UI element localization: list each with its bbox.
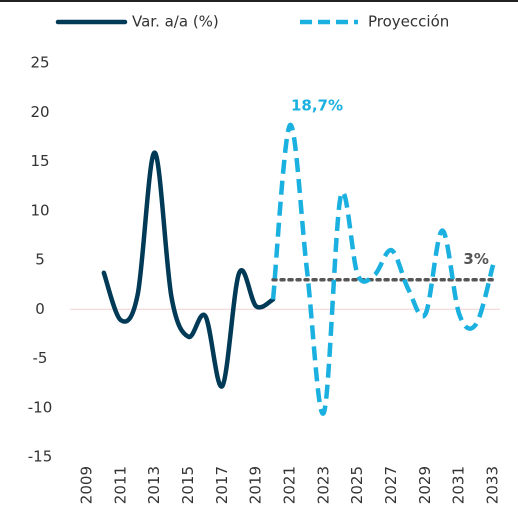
annotation: 18,7% bbox=[291, 97, 343, 115]
x-tick-label: 2015 bbox=[179, 466, 197, 504]
x-tick-label: 2013 bbox=[145, 466, 163, 504]
x-tick-label: 2027 bbox=[382, 466, 400, 504]
x-tick-label: 2031 bbox=[450, 466, 468, 504]
top-border bbox=[0, 0, 518, 2]
y-tick-label: 0 bbox=[35, 300, 45, 318]
x-tick-label: 2033 bbox=[484, 466, 502, 504]
legend-label: Proyección bbox=[368, 13, 449, 31]
series-line bbox=[270, 122, 496, 416]
y-tick-label: -10 bbox=[28, 398, 53, 416]
x-tick-label: 2019 bbox=[247, 466, 265, 504]
annotation: 3% bbox=[463, 250, 488, 268]
y-tick-label: 10 bbox=[30, 201, 49, 219]
series-line bbox=[101, 150, 276, 389]
x-tick-label: 2025 bbox=[348, 466, 366, 504]
x-tick-label: 2021 bbox=[281, 466, 299, 504]
y-tick-label: 5 bbox=[35, 251, 45, 269]
x-tick-label: 2023 bbox=[314, 466, 332, 504]
x-tick-label: 2017 bbox=[213, 466, 231, 504]
x-tick-label: 2009 bbox=[77, 466, 95, 504]
legend-label: Var. a/a (%) bbox=[132, 13, 219, 31]
x-tick-label: 2011 bbox=[111, 466, 129, 504]
y-tick-label: 15 bbox=[30, 152, 49, 170]
y-tick-label: -15 bbox=[28, 448, 53, 466]
y-tick-label: 25 bbox=[30, 54, 49, 72]
y-tick-label: -5 bbox=[33, 349, 48, 367]
y-tick-label: 20 bbox=[30, 103, 49, 121]
x-tick-label: 2029 bbox=[416, 466, 434, 504]
